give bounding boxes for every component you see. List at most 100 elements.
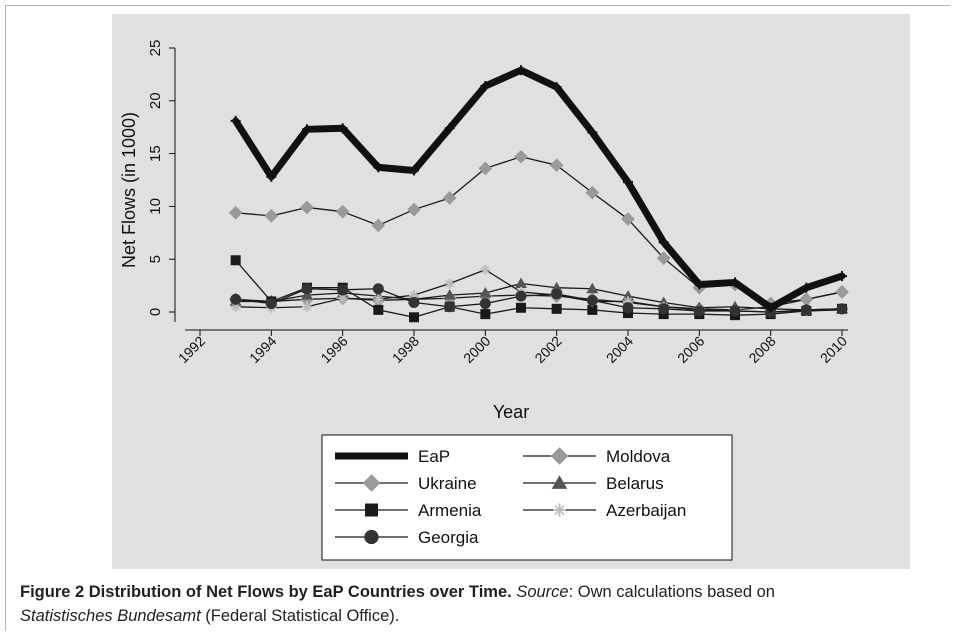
circle-marker xyxy=(586,294,598,306)
star-marker xyxy=(480,264,491,275)
y-axis-title: Net Flows (in 1000) xyxy=(119,112,139,268)
circle-marker xyxy=(836,303,848,315)
plus-marker xyxy=(658,237,669,248)
diamond-marker xyxy=(514,149,528,164)
legend-item-belarus: Belarus xyxy=(523,474,664,493)
caption-source-label: Source xyxy=(516,583,569,601)
circle-marker xyxy=(551,288,563,300)
triangle-marker xyxy=(301,289,313,300)
square-marker xyxy=(516,302,526,313)
series-line-georgia xyxy=(235,288,843,313)
plus-marker xyxy=(516,65,526,76)
circle-marker xyxy=(408,296,420,308)
legend-label: Armenia xyxy=(418,501,482,520)
triangle-marker xyxy=(479,286,492,298)
legend-item-armenia: Armenia xyxy=(335,501,482,520)
y-tick-label: 10 xyxy=(147,198,164,215)
diamond-marker xyxy=(835,285,849,299)
plus-marker xyxy=(837,271,847,282)
star-stroke xyxy=(409,291,419,300)
legend-label: Moldova xyxy=(606,447,671,466)
series-line-eap xyxy=(232,66,846,312)
series-lines xyxy=(228,65,849,323)
figure-frame xyxy=(5,5,951,631)
triangle-marker xyxy=(515,277,527,288)
figure-caption: Figure 2 Distribution of Net Flows by Ea… xyxy=(20,580,940,628)
diamond-marker xyxy=(442,191,457,205)
plus-marker xyxy=(337,123,348,134)
circle-marker xyxy=(337,284,349,296)
diamond-marker xyxy=(228,205,243,220)
square-marker xyxy=(587,304,598,315)
diamond-marker xyxy=(335,204,350,219)
legend-label: Azerbaijan xyxy=(606,501,686,520)
circle-marker xyxy=(515,290,527,302)
diamond-marker xyxy=(656,251,671,265)
diamond-marker xyxy=(371,218,386,233)
diamond-marker xyxy=(264,209,279,223)
star-marker xyxy=(373,294,384,305)
triangle-marker xyxy=(551,475,568,489)
diamond-marker xyxy=(362,474,381,492)
y-tick-label: 0 xyxy=(147,308,164,316)
plus-marker xyxy=(266,171,277,182)
y-tick-label: 15 xyxy=(147,145,164,162)
diamond-marker xyxy=(550,447,569,465)
plus-marker xyxy=(373,162,384,173)
diamond-marker xyxy=(549,158,564,173)
plus-marker xyxy=(551,82,562,93)
triangle-marker xyxy=(586,282,599,294)
circle-marker xyxy=(372,283,384,295)
y-tick-label: 5 xyxy=(147,255,164,263)
plus-marker xyxy=(480,81,491,92)
x-axis-title: Year xyxy=(493,402,529,422)
star-stroke xyxy=(554,504,565,516)
plus-marker xyxy=(302,124,312,135)
caption-office-note: (Federal Statistical Office). xyxy=(200,607,400,625)
circle-marker xyxy=(800,304,812,316)
star-marker xyxy=(553,503,566,517)
series-line-armenia xyxy=(235,259,843,318)
square-marker xyxy=(373,304,384,315)
plus-marker xyxy=(694,279,705,290)
circle-marker xyxy=(230,293,242,305)
circle-marker xyxy=(658,303,670,315)
plus-marker xyxy=(623,177,633,188)
legend-item-moldova: Moldova xyxy=(523,447,671,466)
legend-item-eap: EaP xyxy=(335,447,450,466)
diamond-marker xyxy=(621,212,635,226)
circle-marker xyxy=(265,298,277,310)
star-marker xyxy=(444,278,455,289)
caption-label: Figure 2 Distribution of Net Flows by Ea… xyxy=(20,583,512,601)
plus-marker xyxy=(587,127,598,138)
plus-marker xyxy=(409,165,419,176)
plus-marker xyxy=(765,302,776,313)
circle-marker xyxy=(364,529,379,545)
star-stroke xyxy=(445,279,454,288)
square-marker xyxy=(409,312,419,323)
legend: EaP Moldova Ukraine Belarus Armenia Azerbaija… xyxy=(321,434,733,561)
circle-marker xyxy=(301,283,313,295)
legend-label: Georgia xyxy=(418,528,479,547)
series-line-belarus xyxy=(235,282,843,311)
square-marker xyxy=(480,309,491,320)
diamond-marker xyxy=(585,185,600,200)
legend-label: Belarus xyxy=(606,474,664,493)
legend-label: EaP xyxy=(418,447,450,466)
star-stroke xyxy=(481,265,490,274)
y-tick-label: 25 xyxy=(147,40,164,57)
series-eap xyxy=(230,65,847,313)
y-tick-label: 20 xyxy=(147,92,164,109)
circle-marker xyxy=(693,305,705,317)
plus-marker xyxy=(444,123,455,134)
star-stroke xyxy=(302,302,312,311)
diamond-marker xyxy=(407,202,421,217)
plus-marker xyxy=(730,277,740,288)
star-stroke xyxy=(374,295,383,304)
diamond-marker xyxy=(300,200,314,215)
star-stroke xyxy=(338,294,347,303)
circle-marker xyxy=(729,305,741,317)
star-stroke xyxy=(231,302,240,311)
square-marker xyxy=(365,503,378,517)
